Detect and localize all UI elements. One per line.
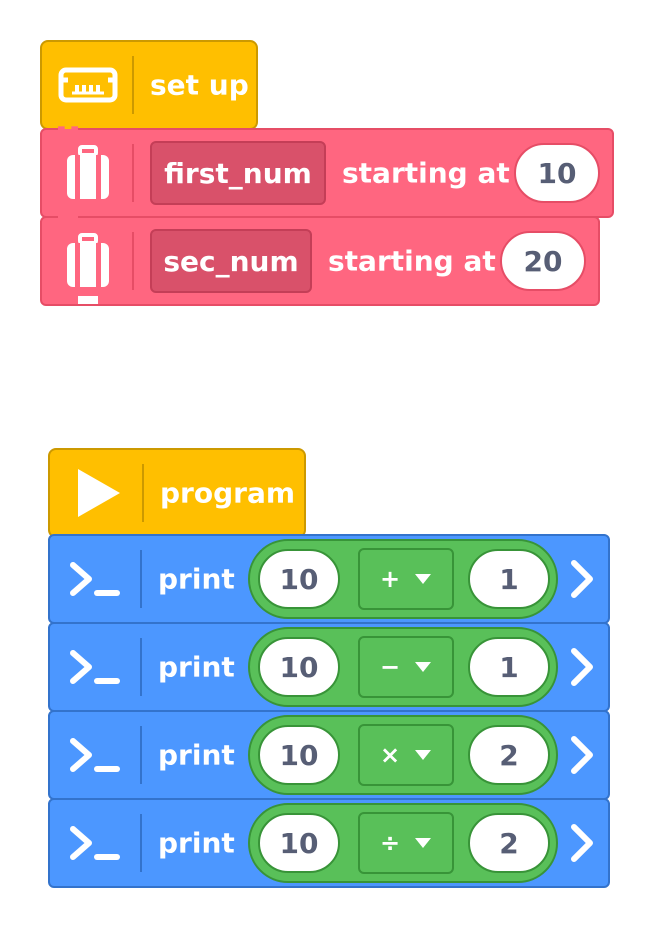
variable-block-sec-num[interactable]: sec_num starting at 20 [40,213,600,306]
right-operand-input[interactable]: 2 [468,813,550,873]
chevron-right-icon[interactable] [568,647,596,687]
print-block[interactable]: print 10 − 1 [48,622,610,712]
operator-symbol: ÷ [379,829,401,857]
setup-hat-label: set up [150,68,249,102]
connector-notch [58,125,78,131]
suitcase-icon [56,130,120,216]
starting-at-label: starting at [328,244,496,278]
starting-at-label: starting at [342,156,510,190]
left-operand-input[interactable]: 10 [258,549,340,609]
block-divider [140,638,142,696]
operator-reporter[interactable]: 10 × 2 [248,715,558,795]
setup-hat-block[interactable]: set up [40,40,258,130]
connector-notch-bottom [78,296,98,304]
left-operand-input[interactable]: 10 [258,637,340,697]
block-divider [140,726,142,784]
print-block[interactable]: print 10 ÷ 2 [48,798,610,888]
operator-dropdown[interactable]: × [358,724,454,786]
left-operand-input[interactable]: 10 [258,813,340,873]
block-divider [132,232,134,290]
operator-dropdown[interactable]: ÷ [358,812,454,874]
right-operand-input[interactable]: 1 [468,637,550,697]
program-hat-block[interactable]: program [48,448,306,538]
terminal-prompt-icon [60,800,130,886]
terminal-prompt-icon [60,712,130,798]
dropdown-arrow-icon [415,838,432,848]
starting-value-input[interactable]: 10 [514,143,600,203]
block-divider [132,144,134,202]
hat-divider [132,56,134,114]
starting-value-input[interactable]: 20 [500,231,586,291]
right-operand-input[interactable]: 1 [468,549,550,609]
print-label: print [158,826,235,860]
left-operand-input[interactable]: 10 [258,725,340,785]
dropdown-arrow-icon [415,574,432,584]
operator-symbol: + [379,565,401,593]
play-icon [64,450,132,536]
print-label: print [158,562,235,596]
chevron-right-icon[interactable] [568,823,596,863]
block-divider [140,814,142,872]
variable-name-field[interactable]: sec_num [150,229,312,293]
dropdown-arrow-icon [415,750,432,760]
block-divider [140,550,142,608]
print-block[interactable]: print 10 × 2 [48,710,610,800]
terminal-prompt-icon [60,536,130,622]
operator-reporter[interactable]: 10 + 1 [248,539,558,619]
operator-dropdown[interactable]: + [358,548,454,610]
print-label: print [158,650,235,684]
operator-symbol: − [379,653,401,681]
terminal-prompt-icon [60,624,130,710]
operator-reporter[interactable]: 10 − 1 [248,627,558,707]
operator-dropdown[interactable]: − [358,636,454,698]
print-block[interactable]: print 10 + 1 [48,534,610,624]
variable-block-first-num[interactable]: first_num starting at 10 [40,125,614,218]
operator-symbol: × [379,741,401,769]
print-label: print [158,738,235,772]
right-operand-input[interactable]: 2 [468,725,550,785]
chevron-right-icon[interactable] [568,559,596,599]
robot-brain-icon [52,42,124,128]
dropdown-arrow-icon [415,662,432,672]
hat-divider [142,464,144,522]
operator-reporter[interactable]: 10 ÷ 2 [248,803,558,883]
connector-notch [58,213,78,219]
program-hat-label: program [160,476,296,510]
variable-name-field[interactable]: first_num [150,141,326,205]
chevron-right-icon[interactable] [568,735,596,775]
suitcase-icon [56,218,120,304]
